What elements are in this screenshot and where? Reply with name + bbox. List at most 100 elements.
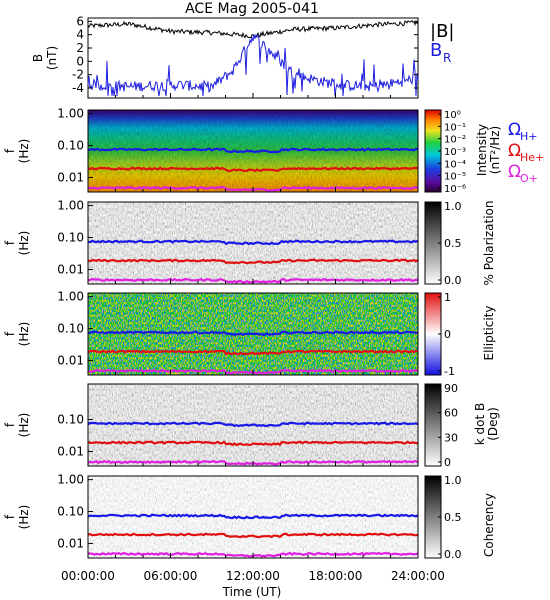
- ytick-label: 1.00: [57, 199, 84, 213]
- cb-kdotb-unit: (Deg): [486, 407, 500, 441]
- colorbar-tick-label: 10⁻¹: [444, 122, 466, 133]
- omega-H-curve: [88, 239, 418, 246]
- omega-He-curve: [88, 166, 418, 173]
- field-ytick-label: -2: [72, 68, 84, 82]
- colorbar-tick-label: 90: [444, 382, 458, 395]
- ytick-label: 0.01: [57, 170, 84, 184]
- colorbar-tick-label: 0.5: [444, 511, 462, 524]
- time-axis-ticks: 00:00:00 06:00:00 12:00:00 18:00:00 24:00:00: [61, 569, 445, 583]
- field-ytick-label: 0: [76, 54, 84, 68]
- omega-He-curve: [88, 532, 418, 539]
- spectral-panels: 1.000.100.01f (Hz)10⁰10⁻¹10⁻²10⁻³10⁻⁴10⁻⁵…: [3, 107, 466, 561]
- colorbar-tick-label: 10⁻⁶: [444, 184, 466, 195]
- time-tick-label: 00:00:00: [61, 569, 115, 583]
- time-tick-label: 24:00:00: [391, 569, 445, 583]
- colorbar-tick-label: 10⁻⁴: [444, 159, 466, 170]
- f-axis-label: f: [3, 514, 17, 519]
- ellipticity-spectrogram: [88, 293, 418, 375]
- colorbar-tick-label: 10⁻³: [444, 147, 466, 158]
- ytick-label: 0.10: [57, 139, 84, 153]
- field-ytick-label: 6: [76, 14, 84, 28]
- cb-intensity-unit: (nT²/Hz): [488, 126, 502, 174]
- field-y-label: B: [31, 54, 45, 62]
- colorbar-tick-label: 10⁻⁵: [444, 172, 466, 183]
- ytick-label: 0.01: [57, 536, 84, 550]
- colorbar-tick-label: 1.0: [444, 474, 462, 487]
- ytick-label: 0.01: [57, 262, 84, 276]
- cb-intensity-label: Intensity: [475, 124, 489, 176]
- omega-He-curve: [88, 440, 418, 447]
- ytick-label: 0.10: [57, 413, 84, 427]
- cb-kdotb-label: k dot B: [473, 403, 487, 445]
- gyro-legend: Ω H+ Ω He+ Ω O+: [508, 120, 544, 185]
- ytick-label: 0.10: [57, 505, 84, 519]
- field-x-ticks: [87, 93, 419, 98]
- colorbar-tick-label: 1: [444, 291, 451, 304]
- f-axis-unit: (Hz): [17, 322, 31, 347]
- colorbar-tick-label: 0: [444, 328, 451, 341]
- omega-H-curve: [88, 147, 418, 154]
- colorbar-tick-label: 30: [444, 431, 458, 444]
- ytick-label: 0.10: [57, 231, 84, 245]
- omega-He-curve: [88, 258, 418, 265]
- field-plot-frame: [87, 17, 419, 99]
- colorbar-tick-label: 10⁰: [444, 110, 461, 121]
- f-axis-unit: (Hz): [17, 413, 31, 438]
- panel-ellipticity: 1.00 0.10 0.01 f (Hz) 1 0 -1: [3, 290, 455, 378]
- ytick-label: 0.01: [57, 444, 84, 458]
- kdotb-colorbar: [424, 383, 442, 467]
- colorbar-tick-label: 0.0: [444, 548, 462, 561]
- ytick-label: 0.10: [57, 322, 84, 336]
- legend-omega-O-sub: O+: [520, 172, 538, 185]
- colorbar-tick-label: 10⁻²: [444, 135, 466, 146]
- omega-H-curve: [88, 513, 418, 520]
- field-y-unit: (nT): [45, 46, 59, 70]
- f-axis-label: f: [3, 240, 17, 245]
- kdotb-spectrogram: [88, 384, 418, 466]
- field-ytick-label: 4: [76, 28, 84, 42]
- legend-omega-He-sub: He+: [520, 151, 544, 164]
- time-axis-label: Time (UT): [222, 585, 282, 599]
- coherency-spectrogram: [88, 476, 418, 558]
- omega-H-curve: [88, 330, 418, 337]
- f-axis-unit: (Hz): [17, 231, 31, 256]
- intensity-spectrogram: [88, 110, 418, 192]
- f-axis-label: f: [3, 422, 17, 427]
- colorbar-tick-label: 0.0: [444, 274, 462, 287]
- colorbar-tick-label: -1: [444, 365, 455, 378]
- omega-He-curve: [88, 349, 418, 356]
- field-ytick-label: -4: [72, 81, 84, 95]
- legend-omega-H: Ω: [508, 120, 521, 140]
- f-axis-label: f: [3, 148, 17, 153]
- f-axis-unit: (Hz): [17, 139, 31, 164]
- legend-omega-He: Ω: [508, 141, 521, 161]
- colorbar-tick-label: 1.0: [444, 200, 462, 213]
- colorbar-tick-label: 0: [444, 456, 451, 469]
- field-series: [87, 19, 419, 97]
- cb-polarization-label: % Polarization: [482, 201, 496, 286]
- f-axis-label: f: [3, 331, 17, 336]
- panel-kdotb: 0.10 0.01 f (Hz) 90 60 30 0: [3, 382, 458, 469]
- legend-absB: |B|: [430, 21, 454, 42]
- colorbar-tick-label: 60: [444, 407, 458, 420]
- cb-ellipticity-label: Ellipticity: [482, 306, 496, 361]
- ytick-label: 1.00: [57, 290, 84, 304]
- field-line-BR: [87, 33, 419, 97]
- legend-BR-sub: R: [443, 51, 451, 65]
- ytick-label: 1.00: [57, 473, 84, 487]
- omega-H-curve: [88, 421, 418, 428]
- panel-polarization: 1.00 0.10 0.01 f (Hz) 1.0 0.5 0.0: [3, 199, 462, 287]
- figure-title: ACE Mag 2005-041: [185, 1, 319, 17]
- field-line-absB: [87, 19, 419, 39]
- legend-omega-O: Ω: [508, 162, 521, 182]
- ytick-label: 1.00: [57, 107, 84, 121]
- panel-coherency: 1.00 0.10 0.01 f (Hz) 1.0 0.5 0.0: [3, 473, 462, 561]
- time-tick-label: 12:00:00: [226, 569, 280, 583]
- ytick-label: 0.01: [57, 353, 84, 367]
- f-axis-unit: (Hz): [17, 505, 31, 530]
- legend-BR: B: [430, 40, 442, 61]
- cb-coherency-label: Coherency: [482, 493, 496, 557]
- legend-omega-H-sub: H+: [520, 130, 538, 143]
